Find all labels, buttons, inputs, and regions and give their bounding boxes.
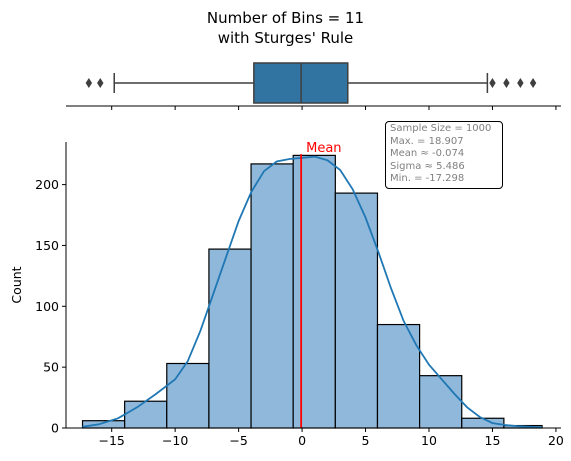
histogram-bar	[334, 192, 379, 429]
stats-mean: Mean ≈ -0.074	[390, 148, 465, 159]
stats-sample-size: Sample Size = 1000	[390, 123, 492, 134]
x-tick-label: −5	[229, 433, 247, 448]
stats-sigma: Sigma ≈ 5.486	[390, 160, 465, 172]
stats-min: Min. = -17.298	[390, 173, 465, 184]
histogram-bar	[250, 163, 294, 429]
histogram-bar	[376, 323, 421, 429]
y-tick-label: 200	[35, 177, 59, 192]
mean-label: Mean	[306, 141, 341, 156]
x-tick-label: 5	[362, 433, 370, 448]
y-axis-label: Count	[9, 266, 24, 303]
chart-title-line2: with Sturges' Rule	[217, 29, 354, 47]
boxplot-outlier	[489, 78, 496, 88]
y-tick-label: 0	[51, 421, 59, 436]
x-tick-label: 15	[485, 433, 501, 448]
histogram-bar	[166, 362, 210, 429]
chart-title-line1: Number of Bins = 11	[206, 9, 365, 27]
chart-title: Number of Bins = 11 with Sturges' Rule	[0, 8, 571, 48]
x-tick-label: −15	[98, 433, 124, 448]
histogram-bar	[292, 154, 336, 429]
x-tick-label: 10	[421, 433, 437, 448]
histogram-bar	[208, 248, 252, 429]
stats-box: Sample Size = 1000 Max. = 18.907 Mean ≈ …	[385, 121, 503, 189]
y-tick-label: 100	[35, 299, 59, 314]
stats-max: Max. = 18.907	[390, 135, 464, 147]
kde-curve	[82, 155, 543, 429]
histogram-bar	[419, 375, 463, 429]
boxplot-outlier	[85, 78, 93, 88]
histogram-bar	[124, 400, 168, 429]
boxplot-outlier	[529, 78, 537, 88]
boxplot-outlier	[97, 78, 104, 88]
boxplot-outlier	[517, 78, 524, 88]
histogram-bar	[81, 420, 126, 429]
boxplot-outlier	[503, 78, 510, 88]
y-tick-label: 150	[35, 238, 59, 253]
x-tick-label: 20	[548, 433, 564, 448]
x-tick-label: −10	[162, 433, 188, 448]
x-tick-label: 0	[298, 433, 306, 448]
y-tick-label: 50	[43, 360, 59, 375]
